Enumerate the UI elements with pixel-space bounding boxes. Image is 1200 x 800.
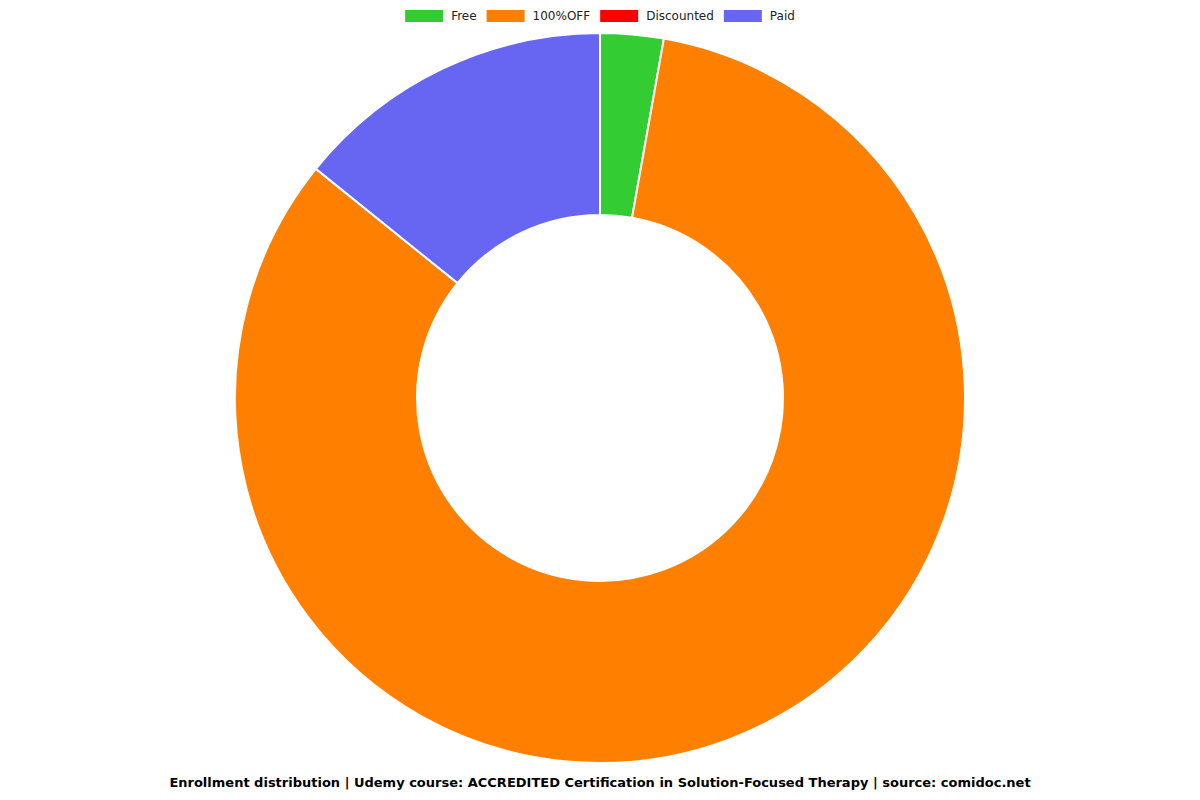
- slice: [316, 33, 600, 283]
- slices: [235, 33, 965, 763]
- title: Enrollment distribution | Udemy course: …: [169, 775, 1030, 790]
- legend-swatch: [405, 10, 443, 22]
- legend-label: Paid: [770, 9, 795, 23]
- legend-swatch: [487, 10, 525, 22]
- legend-swatch: [724, 10, 762, 22]
- chart: Free 100%OFF Discounted Paid Enrollment dist…: [0, 0, 1200, 800]
- legend-label: Free: [451, 9, 476, 23]
- legend: Free 100%OFF Discounted Paid: [405, 9, 795, 23]
- legend-label: 100%OFF: [533, 9, 591, 23]
- legend-label: Discounted: [646, 9, 714, 23]
- legend-swatch: [600, 10, 638, 22]
